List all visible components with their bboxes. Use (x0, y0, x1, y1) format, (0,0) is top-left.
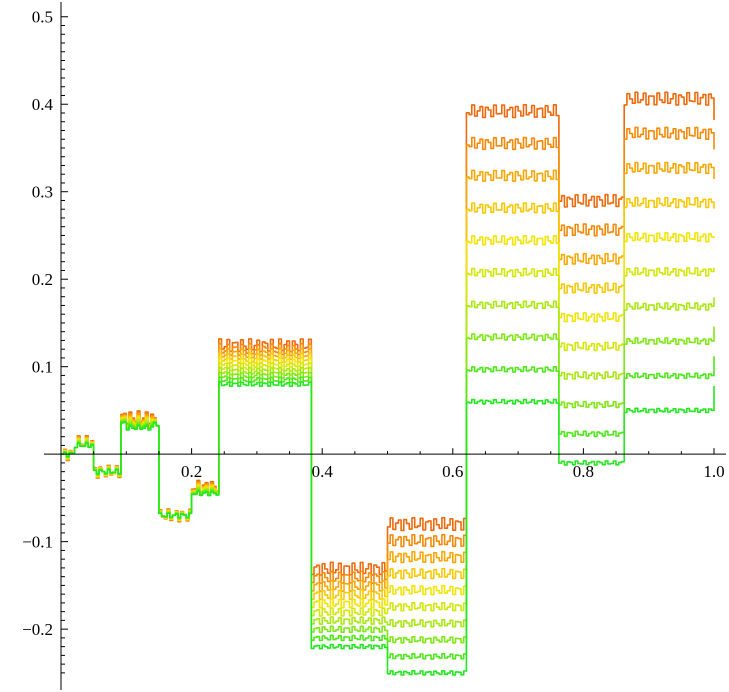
axes (44, 2, 726, 690)
y-tick-label: 0.3 (32, 183, 53, 202)
y-tick-label: 0.1 (32, 358, 53, 377)
x-tick-label: 1.0 (703, 462, 724, 481)
x-tick-label: 0.8 (573, 462, 594, 481)
y-tick-label: −0.1 (22, 533, 53, 552)
y-tick-label: −0.2 (22, 620, 53, 639)
y-tick-label: 0.4 (32, 95, 54, 114)
x-tick-label: 0.6 (442, 462, 463, 481)
y-tick-label: 0.5 (32, 8, 53, 27)
y-tick-label: 0.2 (32, 270, 53, 289)
x-tick-label: 0.4 (312, 462, 334, 481)
series-group (61, 91, 715, 676)
series-line-0 (61, 381, 715, 676)
ticks: 0.2 0.4 0.6 0.8 1.0 −0.2 −0.1 0.1 0.2 0.3 0.4 0.5 (22, 8, 725, 674)
x-tick-label: 0.2 (181, 462, 202, 481)
